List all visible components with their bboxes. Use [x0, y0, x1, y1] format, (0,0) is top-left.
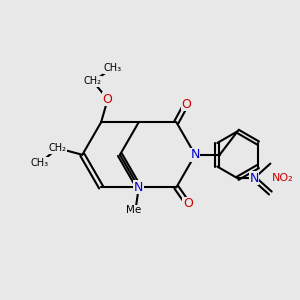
- Text: N: N: [134, 181, 143, 194]
- Text: N: N: [249, 172, 259, 185]
- Text: CH₂: CH₂: [84, 76, 102, 86]
- Text: O: O: [181, 98, 191, 111]
- Text: CH₃: CH₃: [103, 63, 122, 73]
- Text: O: O: [103, 93, 112, 106]
- Text: N: N: [134, 181, 143, 194]
- Text: CH₃: CH₃: [31, 158, 49, 168]
- Text: O: O: [183, 197, 193, 210]
- Text: N: N: [190, 148, 200, 161]
- Text: NO₂: NO₂: [272, 173, 294, 183]
- Text: CH₂: CH₂: [49, 143, 67, 153]
- Text: Me: Me: [126, 205, 142, 215]
